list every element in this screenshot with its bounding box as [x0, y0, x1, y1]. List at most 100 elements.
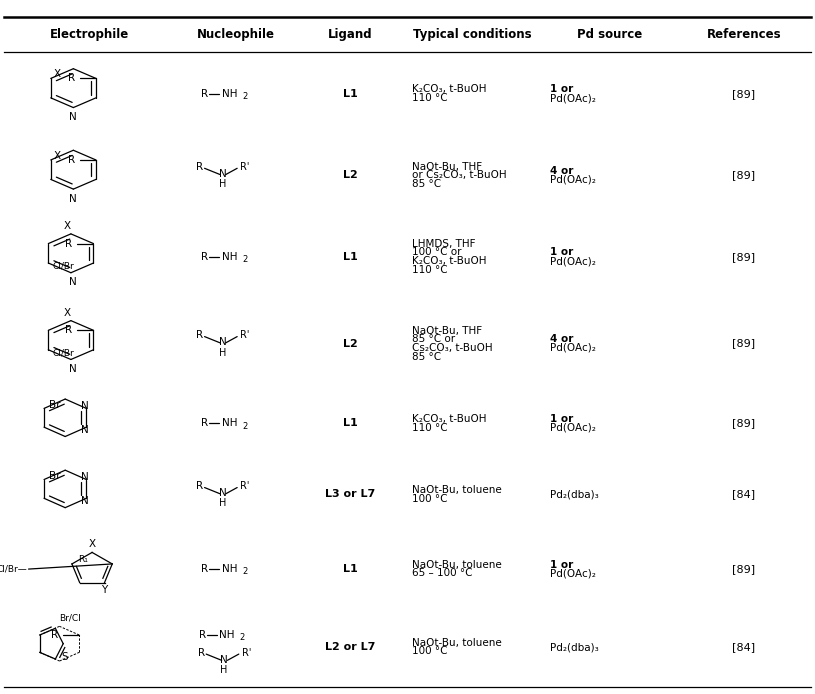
Text: L1: L1 — [343, 564, 358, 574]
Text: 4 or: 4 or — [550, 166, 574, 176]
Text: Pd(OAc)₂: Pd(OAc)₂ — [550, 93, 596, 103]
Text: 2: 2 — [242, 92, 247, 101]
Text: S: S — [61, 652, 68, 662]
Text: Y: Y — [101, 585, 108, 595]
Text: K₂CO₃, ⁠t-BuOH: K₂CO₃, ⁠t-BuOH — [412, 85, 486, 94]
Text: R: R — [201, 564, 208, 574]
Text: Br: Br — [49, 400, 60, 410]
Text: 2: 2 — [240, 633, 244, 642]
Text: H: H — [218, 179, 227, 189]
Text: 2: 2 — [242, 568, 247, 576]
Text: 85 °C: 85 °C — [412, 179, 441, 189]
Text: N: N — [69, 194, 77, 204]
Text: [89]: [89] — [732, 89, 756, 99]
Text: Pd(OAc)₂: Pd(OAc)₂ — [550, 568, 596, 578]
Text: R: R — [201, 418, 208, 428]
Text: L3 or L7: L3 or L7 — [325, 489, 376, 500]
Text: L1: L1 — [343, 418, 358, 428]
Text: [89]: [89] — [732, 252, 756, 262]
Text: Pd source: Pd source — [576, 28, 642, 41]
Text: X: X — [54, 151, 61, 161]
Text: NaO⁠t-Bu, THF: NaO⁠t-Bu, THF — [412, 325, 482, 335]
Text: [89]: [89] — [732, 170, 756, 180]
Text: N: N — [81, 496, 89, 506]
Text: N: N — [69, 364, 77, 373]
Text: 100 °C or: 100 °C or — [412, 248, 461, 257]
Text: Br: Br — [49, 471, 60, 481]
Text: Pd(OAc)₂: Pd(OAc)₂ — [550, 175, 596, 185]
Text: N: N — [69, 277, 77, 287]
Text: R: R — [196, 330, 203, 340]
Text: L1: L1 — [343, 89, 358, 99]
Text: 1 or: 1 or — [550, 248, 574, 257]
Text: X: X — [54, 69, 61, 79]
Text: 2: 2 — [242, 255, 247, 264]
Text: H: H — [218, 348, 227, 357]
Text: or Cs₂CO₃, ⁠t-BuOH: or Cs₂CO₃, ⁠t-BuOH — [412, 170, 506, 180]
Text: Nucleophile: Nucleophile — [197, 28, 275, 41]
Text: 85 °C: 85 °C — [412, 352, 441, 362]
Text: [84]: [84] — [732, 642, 756, 652]
Text: Pd(OAc)₂: Pd(OAc)₂ — [550, 343, 596, 353]
Text: 1 or: 1 or — [550, 560, 574, 570]
Text: 1 or: 1 or — [550, 85, 574, 94]
Text: N: N — [220, 654, 228, 665]
Text: R': R' — [240, 162, 250, 172]
Text: R: R — [196, 481, 203, 491]
Text: [89]: [89] — [732, 418, 756, 428]
Text: L2: L2 — [343, 170, 358, 180]
Text: NaO⁠t-Bu, toluene: NaO⁠t-Bu, toluene — [412, 485, 501, 495]
Text: R: R — [198, 648, 205, 658]
Text: References: References — [707, 28, 781, 41]
Text: X: X — [89, 539, 95, 549]
Text: 110 °C: 110 °C — [412, 93, 447, 103]
Text: Br/Cl: Br/Cl — [59, 613, 81, 623]
Text: NH: NH — [219, 629, 235, 640]
Text: N: N — [81, 400, 89, 411]
Text: R: R — [65, 325, 73, 335]
Text: K₂CO₃, ⁠t-BuOH: K₂CO₃, ⁠t-BuOH — [412, 256, 486, 266]
Text: NaO⁠t-Bu, toluene: NaO⁠t-Bu, toluene — [412, 638, 501, 648]
Text: R': R' — [242, 648, 252, 658]
Text: X: X — [64, 308, 71, 318]
Text: N: N — [81, 425, 89, 435]
Text: 65 – 100 °C: 65 – 100 °C — [412, 568, 472, 578]
Text: R: R — [68, 155, 75, 165]
Text: 1 or: 1 or — [550, 414, 574, 424]
Text: Ligand: Ligand — [328, 28, 372, 41]
Text: R: R — [199, 629, 205, 640]
Text: 110 °C: 110 °C — [412, 423, 447, 432]
Text: Pd₂(dba)₃: Pd₂(dba)₃ — [550, 489, 599, 500]
Text: 4 or: 4 or — [550, 335, 574, 344]
Text: Cl/Br: Cl/Br — [52, 262, 74, 271]
Text: X: X — [64, 221, 71, 231]
Text: 100 °C: 100 °C — [412, 647, 447, 657]
Text: N: N — [81, 472, 89, 482]
Text: Pd₂(dba)₃: Pd₂(dba)₃ — [550, 642, 599, 652]
Text: H: H — [220, 665, 228, 675]
Text: NaO⁠t-Bu, toluene: NaO⁠t-Bu, toluene — [412, 560, 501, 570]
Text: Pd(OAc)₂: Pd(OAc)₂ — [550, 423, 596, 432]
Text: [84]: [84] — [732, 489, 756, 500]
Text: R: R — [65, 239, 73, 248]
Text: Electrophile: Electrophile — [50, 28, 130, 41]
Text: N: N — [218, 337, 227, 347]
Text: R: R — [196, 162, 203, 172]
Text: L2 or L7: L2 or L7 — [325, 642, 376, 652]
Text: K₂CO₃, ⁠t-BuOH: K₂CO₃, ⁠t-BuOH — [412, 414, 486, 424]
Text: R: R — [68, 74, 75, 83]
Text: 100 °C: 100 °C — [412, 494, 447, 504]
Text: N: N — [69, 112, 77, 122]
Text: H: H — [218, 498, 227, 509]
Text: 2: 2 — [242, 422, 247, 430]
Text: NH: NH — [222, 564, 237, 574]
Text: L2: L2 — [343, 339, 358, 348]
Text: R: R — [51, 630, 59, 640]
Text: NH: NH — [222, 252, 237, 262]
Text: 110 °C: 110 °C — [412, 265, 447, 275]
Text: R: R — [201, 89, 208, 99]
Text: Cl/Br—: Cl/Br— — [0, 565, 27, 573]
Text: NaO⁠t-Bu, THF: NaO⁠t-Bu, THF — [412, 162, 482, 171]
Text: N: N — [218, 488, 227, 498]
Text: NH: NH — [222, 418, 237, 428]
